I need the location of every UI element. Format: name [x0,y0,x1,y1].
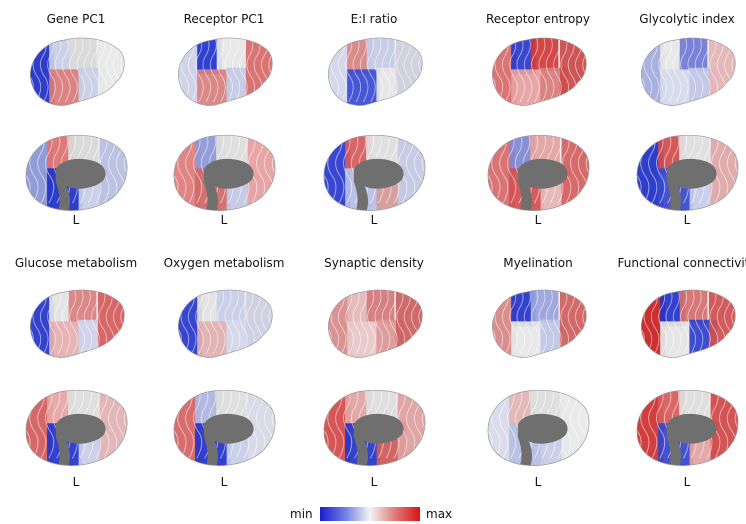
panel-title: Myelination [503,256,573,270]
colorbar-max-label: max [426,507,453,521]
panel-title: Gene PC1 [46,12,106,26]
hemisphere-label: L [72,475,80,489]
hemisphere-label: L [72,213,80,227]
brain-medial-view [13,128,139,212]
panel-title: Receptor PC1 [183,12,265,26]
brain-lateral-view [311,284,437,362]
brain-medial-view [161,383,287,467]
brain-lateral-view [13,284,139,362]
colorbar-gradient [320,507,420,521]
brain-lateral-view [161,32,287,110]
panel-title: Oxygen metabolism [163,256,285,270]
brain-lateral-view [161,284,287,362]
brain-lateral-view [624,284,746,362]
brain-medial-view [475,383,601,467]
hemisphere-label: L [370,213,378,227]
brain-medial-view [311,128,437,212]
brain-medial-view [13,383,139,467]
panel-title: Synaptic density [324,256,424,270]
colorbar: min max [290,506,470,522]
hemisphere-label: L [220,213,228,227]
panel-title: Glycolytic index [639,12,735,26]
brain-medial-view [624,128,746,212]
brain-lateral-view [475,32,601,110]
panel-title: E:I ratio [350,12,398,26]
hemisphere-label: L [683,213,691,227]
brain-medial-view [475,128,601,212]
hemisphere-label: L [370,475,378,489]
panel-title: Receptor entropy [486,12,590,26]
hemisphere-label: L [534,213,542,227]
brain-lateral-view [311,32,437,110]
brain-medial-view [624,383,746,467]
brain-lateral-view [13,32,139,110]
brain-medial-view [311,383,437,467]
brain-lateral-view [475,284,601,362]
brain-lateral-view [624,32,746,110]
panel-title: Glucose metabolism [14,256,138,270]
panel-title: Functional connectivity [617,256,746,270]
hemisphere-label: L [220,475,228,489]
hemisphere-label: L [534,475,542,489]
brain-medial-view [161,128,287,212]
colorbar-min-label: min [290,507,313,521]
hemisphere-label: L [683,475,691,489]
